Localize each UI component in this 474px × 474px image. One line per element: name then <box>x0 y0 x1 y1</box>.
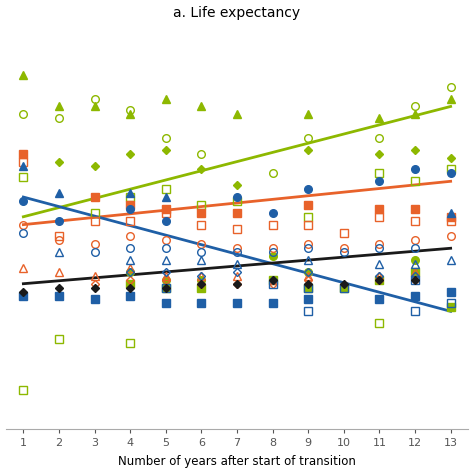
X-axis label: Number of years after start of transition: Number of years after start of transitio… <box>118 456 356 468</box>
Title: a. Life expectancy: a. Life expectancy <box>173 6 301 19</box>
